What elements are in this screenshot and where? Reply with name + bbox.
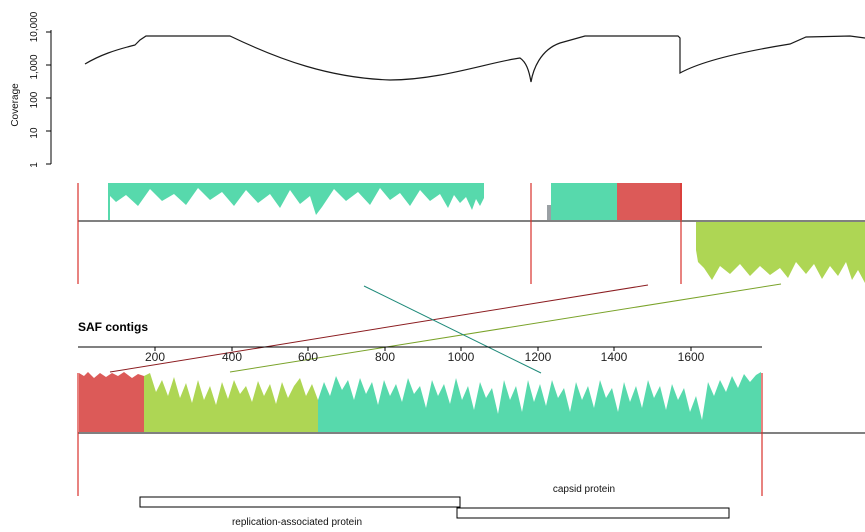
upper-lime-block: [696, 222, 865, 283]
x-tick-400: 400: [222, 350, 242, 364]
saf-x-tick-labels: 200 400 600 800 1000 1200 1400 1600: [145, 350, 705, 364]
link-teal: [363, 285, 542, 374]
y-tick-1000: 1,000: [29, 54, 40, 79]
coverage-axis-label: Coverage: [10, 83, 21, 127]
coverage-y-ticks: [46, 31, 51, 165]
gene-capsid-protein: [456, 507, 730, 519]
upper-contig-track: [77, 183, 865, 284]
y-tick-100: 100: [29, 91, 40, 108]
y-tick-10000: 10,000: [29, 11, 40, 42]
upper-gap-mark: [547, 205, 551, 220]
gene-replication-associated-protein: [139, 496, 461, 508]
link-red: [109, 284, 649, 373]
gene-label-replication: replication-associated protein: [232, 517, 362, 528]
x-tick-200: 200: [145, 350, 165, 364]
x-tick-1600: 1600: [678, 350, 705, 364]
saf-contigs-panel: SAF contigs 200 400 600 800 1000 1200 14…: [77, 320, 865, 528]
saf-contigs-title: SAF contigs: [78, 320, 148, 334]
upper-red-block: [617, 183, 682, 220]
upper-teal-block-2: [551, 183, 617, 220]
x-tick-1200: 1200: [525, 350, 552, 364]
y-tick-1: 1: [29, 162, 40, 168]
lower-lime-block: [144, 373, 318, 432]
gene-label-capsid: capsid protein: [553, 484, 615, 495]
x-tick-1400: 1400: [601, 350, 628, 364]
lower-teal-block: [318, 372, 761, 432]
upper-teal-block-1: [108, 183, 484, 220]
lower-red-block: [79, 372, 144, 432]
y-tick-10: 10: [29, 127, 40, 139]
contig-links: [109, 283, 782, 374]
coverage-curve: [84, 35, 865, 83]
x-tick-1000: 1000: [448, 350, 475, 364]
x-tick-600: 600: [298, 350, 318, 364]
coverage-y-tick-labels: 1 10 100 1,000 10,000: [29, 11, 40, 168]
coverage-panel: Coverage 1 10 100 1,000 10,000: [10, 11, 865, 168]
x-tick-800: 800: [375, 350, 395, 364]
link-green: [229, 283, 782, 373]
saf-x-tick-marks: [154, 347, 692, 351]
